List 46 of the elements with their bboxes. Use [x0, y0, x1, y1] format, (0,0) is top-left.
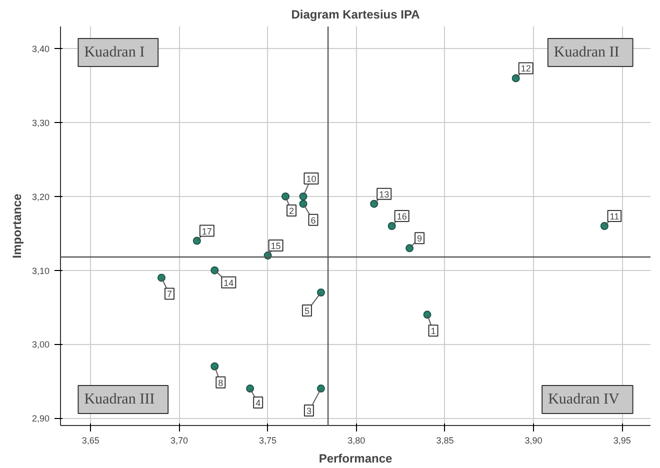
annotation: Kuadran III: [84, 392, 155, 408]
y-tick-label: 3,30: [32, 118, 50, 128]
x-tick-label: 3,85: [436, 436, 454, 446]
y-tick-label: 3,20: [32, 192, 50, 202]
annotation: Kuadran I: [84, 44, 145, 60]
point: [210, 362, 219, 370]
x-tick-label: 3,75: [259, 436, 277, 446]
point: [316, 288, 325, 296]
annotation: 4: [256, 398, 261, 408]
point: [192, 236, 201, 245]
annotation: Kuadran II: [554, 44, 620, 60]
annotation: 13: [379, 189, 390, 200]
y-axis-title: Importance: [10, 193, 24, 258]
annotation: 9: [417, 234, 422, 244]
y-tick-label: 3,00: [32, 340, 50, 350]
x-tick-label: 3,95: [613, 436, 631, 446]
annotation: 16: [396, 212, 407, 222]
annotation: 10: [306, 174, 316, 184]
annotation: 3: [306, 406, 312, 416]
annotation: 15: [270, 241, 281, 252]
annotation: 6: [310, 215, 316, 226]
annotation: 2: [289, 206, 294, 216]
chart-title: Diagram Kartesius IPA: [291, 8, 420, 22]
point: [316, 384, 325, 393]
y-tick-label: 2,90: [32, 414, 50, 424]
x-tick-label: 3,65: [82, 436, 100, 446]
point: [370, 200, 378, 208]
annotation: 17: [202, 226, 212, 236]
annotation: 7: [166, 289, 172, 300]
point: [282, 192, 290, 200]
x-tick-label: 3,90: [524, 436, 542, 446]
point: [157, 274, 166, 282]
annotation: 11: [610, 212, 620, 222]
y-tick-label: 3,40: [32, 44, 50, 54]
annotation: 5: [304, 306, 310, 316]
point: [299, 192, 308, 200]
y-tick-label: 3,10: [32, 266, 50, 276]
annotation: 8: [218, 378, 224, 388]
x-tick-label: 3,70: [170, 436, 188, 446]
annotation: 1: [430, 326, 436, 336]
annotation: 12: [520, 64, 531, 74]
annotation: 14: [224, 278, 234, 288]
x-axis-title: Performance: [318, 452, 393, 466]
annotation: Kuadran IV: [548, 392, 620, 408]
point: [388, 222, 396, 230]
x-tick-label: 3,80: [348, 436, 366, 446]
